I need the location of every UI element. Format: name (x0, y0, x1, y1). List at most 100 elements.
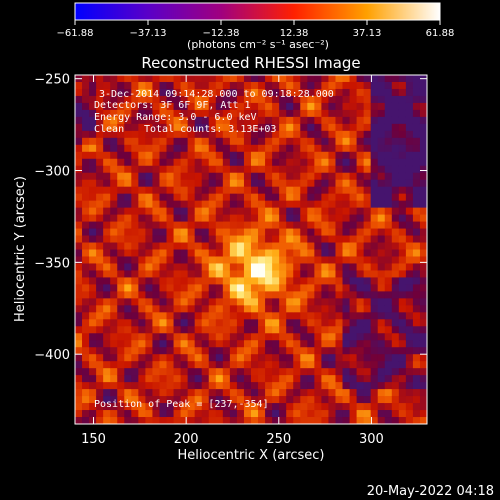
heatmap-cell (328, 102, 336, 111)
heatmap-cell (124, 284, 132, 292)
heatmap-cell (321, 298, 329, 306)
heatmap-cell (222, 235, 231, 243)
y-tick-label: −250 (34, 73, 70, 88)
heatmap-cell (314, 396, 322, 404)
heatmap-cell (272, 228, 280, 236)
heatmap-cell (215, 75, 224, 83)
heatmap-cell (110, 417, 118, 424)
heatmap-cell (89, 75, 97, 83)
heatmap-cell (251, 186, 259, 195)
heatmap-cell (398, 137, 407, 146)
heatmap-cell (265, 284, 273, 292)
heatmap-cell (412, 375, 421, 383)
heatmap-cell (103, 382, 111, 390)
heatmap-cell (194, 235, 203, 243)
heatmap-cell (258, 382, 266, 390)
heatmap-cell (391, 305, 400, 313)
heatmap-cell (103, 88, 111, 97)
heatmap-cell (180, 368, 189, 376)
heatmap-cell (314, 375, 322, 383)
heatmap-cell (236, 256, 245, 264)
heatmap-cell (412, 193, 421, 202)
heatmap-cell (265, 354, 273, 362)
heatmap-cell (82, 312, 90, 320)
heatmap-cell (293, 396, 301, 404)
heatmap-cell (173, 410, 181, 418)
heatmap-cell (180, 410, 189, 418)
heatmap-cell (405, 81, 414, 90)
heatmap-cell (265, 361, 273, 369)
heatmap-cell (89, 298, 97, 306)
heatmap-cell (124, 256, 132, 264)
heatmap-cell (152, 326, 160, 334)
heatmap-cell (356, 298, 365, 306)
heatmap-cell (286, 81, 294, 90)
heatmap-cell (124, 137, 132, 146)
heatmap-cell (103, 403, 111, 411)
heatmap-cell (222, 214, 231, 222)
heatmap-cell (300, 340, 308, 348)
heatmap-cell (124, 207, 132, 215)
heatmap-cell (398, 116, 407, 125)
heatmap-cell (243, 75, 252, 83)
heatmap-cell (405, 172, 414, 181)
heatmap-cell (363, 151, 372, 160)
heatmap-cell (321, 249, 329, 257)
heatmap-cell (180, 242, 189, 250)
heatmap-cell (370, 333, 379, 341)
heatmap-cell (138, 123, 146, 132)
heatmap-cell (377, 200, 386, 209)
heatmap-cell (180, 144, 189, 153)
heatmap-cell (201, 305, 210, 313)
heatmap-cell (89, 172, 97, 181)
heatmap-cell (272, 179, 280, 188)
heatmap-cell (187, 389, 196, 397)
heatmap-cell (419, 214, 427, 222)
heatmap-cell (159, 200, 167, 209)
heatmap-cell (265, 214, 273, 222)
heatmap-cell (117, 382, 125, 390)
heatmap-cell (405, 158, 414, 167)
heatmap-cell (370, 151, 379, 160)
heatmap-cell (363, 333, 372, 341)
heatmap-cell (229, 228, 238, 236)
heatmap-cell (349, 200, 357, 209)
heatmap-cell (187, 382, 196, 390)
heatmap-cell (145, 137, 153, 146)
heatmap-cell (419, 137, 427, 146)
heatmap-cell (110, 165, 118, 174)
heatmap-cell (215, 193, 224, 202)
heatmap-cell (194, 214, 203, 222)
heatmap-cell (391, 291, 400, 299)
heatmap-cell (96, 228, 104, 236)
heatmap-cell (412, 270, 421, 278)
heatmap-cell (89, 305, 97, 313)
heatmap-cell (307, 158, 315, 167)
heatmap-cell (258, 270, 266, 278)
heatmap-cell (286, 75, 294, 83)
heatmap-cell (75, 256, 83, 264)
heatmap-cell (124, 158, 132, 167)
heatmap-cell (300, 270, 308, 278)
heatmap-cell (412, 333, 421, 341)
colorbar-tick-label: −37.13 (129, 28, 166, 39)
heatmap-cell (258, 375, 266, 383)
heatmap-cell (194, 389, 203, 397)
heatmap-cell (110, 186, 118, 195)
heatmap-cell (293, 242, 301, 250)
heatmap-cell (398, 375, 407, 383)
heatmap-cell (342, 207, 350, 215)
heatmap-cell (117, 75, 125, 83)
heatmap-cell (131, 270, 139, 278)
heatmap-cell (272, 389, 280, 397)
heatmap-cell (208, 193, 217, 202)
heatmap-cell (110, 403, 118, 411)
heatmap-cell (307, 249, 315, 257)
heatmap-cell (180, 116, 189, 125)
heatmap-cell (279, 130, 287, 139)
heatmap-cell (89, 403, 97, 411)
heatmap-cell (201, 333, 210, 341)
heatmap-cell (307, 319, 315, 327)
heatmap-cell (363, 116, 372, 125)
heatmap-cell (166, 291, 174, 299)
